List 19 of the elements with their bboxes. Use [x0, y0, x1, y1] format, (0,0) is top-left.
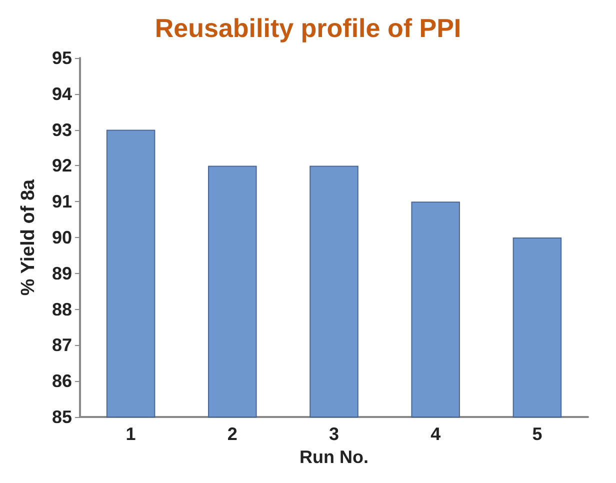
- y-tick-label: 87: [52, 335, 72, 356]
- y-axis-title: % Yield of 8a: [18, 178, 39, 296]
- y-tick-label: 89: [52, 263, 72, 284]
- y-tick-label: 93: [52, 120, 72, 140]
- y-tick-label: 92: [52, 156, 72, 176]
- y-tick-label: 94: [52, 84, 72, 104]
- y-tick-label: 86: [52, 371, 72, 392]
- x-tick-label: 3: [328, 424, 340, 444]
- y-tick-label: 90: [52, 228, 72, 248]
- x-tick-label: 1: [126, 424, 136, 444]
- y-tick-label: 88: [52, 299, 72, 320]
- x-tick-label: 4: [430, 424, 441, 444]
- x-tick-label: 2: [227, 424, 238, 444]
- chart-title: Reusability profile of PPI: [154, 13, 462, 43]
- x-tick-label: 5: [532, 424, 542, 444]
- x-axis-title: Run No.: [300, 446, 368, 467]
- y-tick-label: 95: [52, 48, 72, 68]
- y-tick-label: 91: [52, 192, 72, 212]
- y-tick-label: 85: [52, 407, 72, 427]
